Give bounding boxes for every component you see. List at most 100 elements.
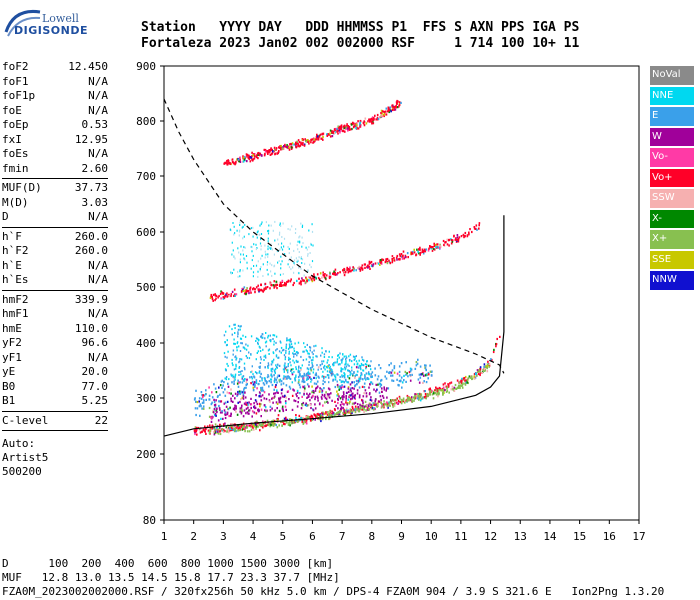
y-tick-label: 500 — [136, 281, 156, 294]
echo-point — [276, 389, 278, 392]
echo-point — [287, 263, 289, 266]
echo-point — [300, 267, 302, 270]
echo-point — [315, 372, 317, 375]
echo-point — [391, 261, 394, 264]
echo-point — [284, 283, 286, 286]
echo-point — [385, 110, 387, 113]
echo-point — [210, 403, 213, 406]
echo-point — [275, 147, 278, 150]
echo-point — [264, 406, 267, 409]
echo-point — [375, 403, 377, 406]
echo-point — [309, 263, 311, 266]
echo-point — [340, 409, 342, 412]
echo-point — [394, 108, 397, 111]
echo-point — [256, 231, 258, 234]
echo-point — [319, 272, 322, 275]
echo-point — [298, 251, 300, 253]
echo-point — [211, 297, 214, 301]
param-row: foEs N/A — [2, 147, 108, 162]
echo-point — [354, 125, 356, 128]
echo-point — [286, 337, 288, 340]
echo-point — [371, 404, 373, 407]
echo-point — [299, 370, 301, 373]
echo-point — [354, 376, 356, 379]
echo-point — [362, 369, 364, 372]
echo-point — [398, 253, 401, 256]
echo-point — [226, 292, 228, 295]
echo-point — [325, 412, 327, 415]
echo-point — [439, 243, 441, 246]
echo-point — [266, 263, 268, 266]
echo-point — [224, 394, 227, 397]
echo-point — [393, 371, 396, 374]
echo-point — [479, 371, 482, 374]
echo-point — [308, 363, 310, 366]
echo-point — [223, 296, 226, 300]
echo-point — [267, 255, 269, 258]
echo-point — [287, 371, 289, 374]
echo-point — [357, 410, 360, 413]
echo-point — [381, 387, 383, 390]
param-row: hmF1 N/A — [2, 307, 108, 322]
echo-point — [391, 108, 394, 112]
echo-point — [302, 386, 305, 389]
echo-point — [391, 259, 394, 262]
echo-point — [232, 353, 234, 356]
echo-point — [281, 242, 283, 245]
echo-point — [288, 252, 290, 255]
echo-point — [267, 336, 269, 339]
echo-point — [314, 407, 317, 410]
echo-point — [202, 407, 205, 410]
param-value: N/A — [88, 147, 108, 160]
echo-point — [240, 406, 243, 409]
echo-point — [264, 425, 266, 428]
echo-point — [201, 407, 203, 410]
echo-point — [269, 425, 271, 428]
echo-point — [313, 273, 315, 276]
echo-point — [314, 418, 316, 421]
echo-point — [243, 235, 245, 238]
echo-point — [267, 273, 269, 276]
echo-point — [262, 290, 264, 293]
echo-point — [357, 267, 359, 270]
echo-point — [369, 383, 371, 386]
param-name: hmE — [2, 321, 22, 335]
param-value: N/A — [88, 307, 108, 320]
param-row: hmE 110.0 — [2, 322, 108, 337]
echo-point — [239, 275, 241, 278]
echo-point — [293, 350, 296, 352]
echo-point — [310, 243, 312, 246]
echo-point — [195, 400, 197, 403]
echo-point — [239, 381, 241, 384]
echo-point — [270, 148, 272, 151]
echo-point — [226, 159, 228, 163]
echo-point — [322, 404, 324, 407]
echo-point — [256, 372, 258, 374]
echo-point — [263, 404, 266, 407]
echo-point — [450, 388, 453, 391]
echo-point — [284, 145, 287, 148]
y-tick-label: 80 — [143, 514, 156, 527]
echo-point — [218, 404, 220, 408]
echo-point — [260, 283, 262, 286]
echo-point — [319, 133, 322, 136]
echo-point — [335, 413, 337, 416]
echo-point — [233, 368, 236, 371]
echo-point — [275, 378, 278, 381]
echo-point — [301, 277, 303, 280]
echo-point — [224, 161, 226, 165]
echo-point — [291, 408, 294, 411]
echo-point — [370, 119, 372, 122]
echo-point — [301, 364, 303, 367]
echo-point — [338, 125, 340, 128]
echo-point — [429, 245, 432, 248]
echo-point — [393, 399, 395, 402]
echo-point — [297, 139, 300, 142]
echo-point — [378, 364, 380, 367]
param-name: MUF(D) — [2, 181, 42, 194]
echo-point — [254, 291, 256, 294]
echo-point — [326, 370, 329, 373]
echo-point — [244, 401, 247, 404]
echo-point — [301, 404, 304, 407]
echo-point — [328, 356, 330, 358]
